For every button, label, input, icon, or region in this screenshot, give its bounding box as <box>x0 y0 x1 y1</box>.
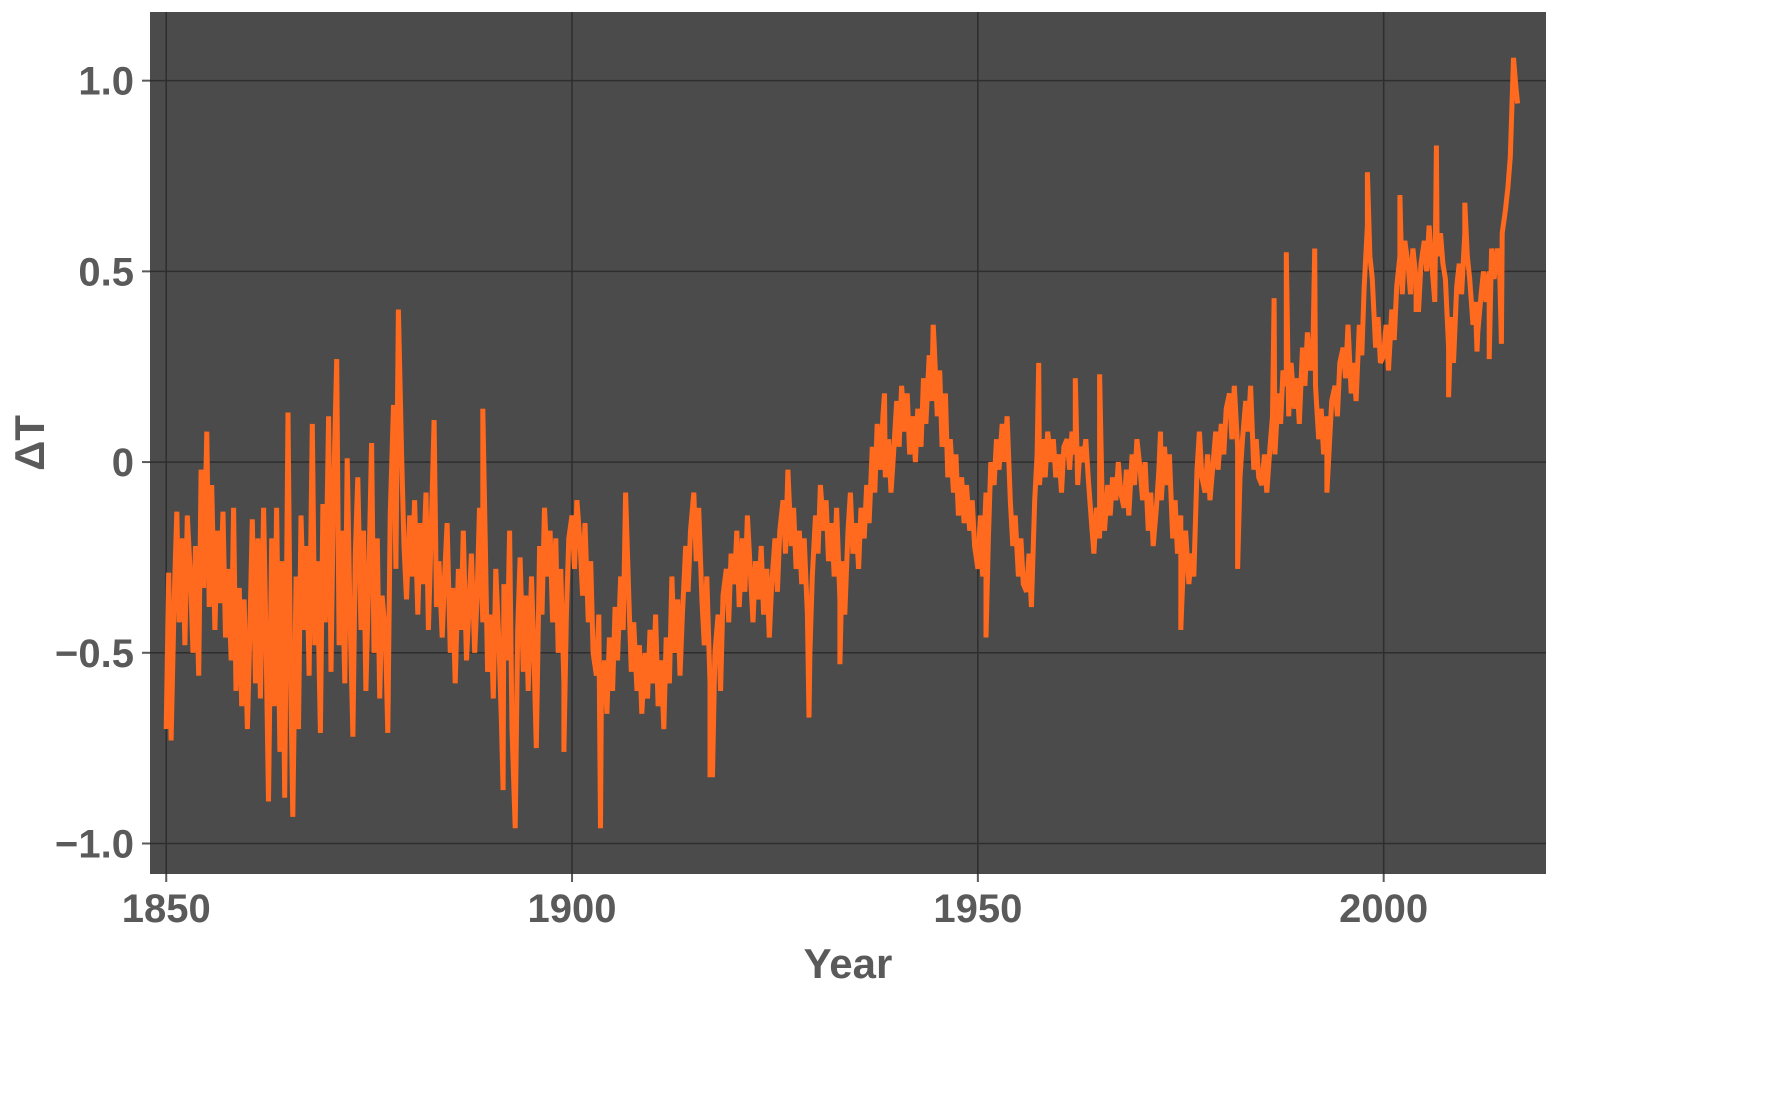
x-tick-label-1900: 1900 <box>528 887 617 931</box>
y-tick-label--0.5: −0.5 <box>55 632 134 676</box>
y-axis-ticks: −1.0 −0.5 0 0.5 1.0 <box>55 60 150 866</box>
x-tick-label-1850: 1850 <box>122 887 211 931</box>
series-layer <box>163 57 1521 829</box>
x-tick-label-1950: 1950 <box>933 887 1022 931</box>
x-axis-title: Year <box>804 940 893 987</box>
y-tick-label-0.5: 0.5 <box>78 250 134 294</box>
y-tick-label--1: −1.0 <box>55 822 134 866</box>
plot-background <box>150 12 1546 874</box>
x-tick-label-2000: 2000 <box>1339 887 1428 931</box>
series-line-0 <box>163 57 1521 829</box>
y-axis-title: ΔT <box>6 415 53 471</box>
x-axis-ticks: 1850 1900 1950 2000 <box>122 874 1428 931</box>
y-tick-label-0: 0 <box>112 441 134 485</box>
y-tick-label-1: 1.0 <box>78 60 134 104</box>
